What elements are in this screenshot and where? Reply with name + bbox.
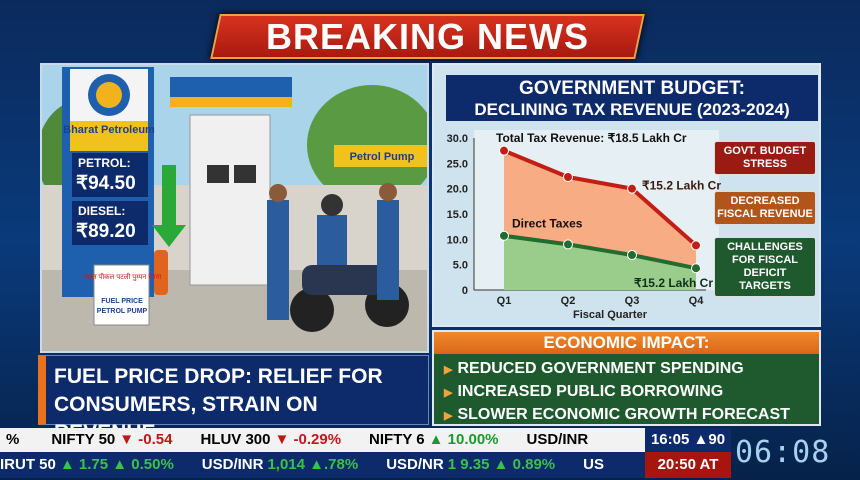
series-label-direct-taxes: Direct Taxes (512, 217, 583, 231)
ticker-value: 1 9.35 ▲ 0.89% (447, 456, 556, 473)
ticker-item: HLUV 300 ▼ -0.29% (200, 428, 341, 452)
ticker-item: US (583, 452, 608, 478)
down-arrow-icon (152, 165, 186, 247)
ticker-name: % (6, 431, 20, 448)
series-line (503, 148, 698, 247)
ticker-name: USD/INR (201, 456, 264, 473)
impact-item-text: INCREASED PUBLIC BORROWING (457, 383, 724, 400)
ticker-name: USD/NR (386, 456, 444, 473)
ticker-value: ▲ 10.00% (428, 431, 499, 448)
breaking-news-banner: BREAKING NEWS (210, 14, 645, 59)
board-text-1: FUEL PRICE (101, 298, 143, 305)
impact-item: ▶ REDUCED GOVERNMENT SPENDING (434, 358, 819, 381)
budget-chart-panel: GOVERNMENT BUDGET: DECLINING TAX REVENUE… (432, 63, 821, 327)
impact-item-text: REDUCED GOVERNMENT SPENDING (457, 360, 744, 377)
ticker-item: % (6, 428, 23, 452)
brand-name: Bharat Petroleum (63, 124, 155, 136)
ticker-item: NIFTY 50 ▼ -0.54 (51, 428, 172, 452)
economic-impact-panel: ECONOMIC IMPACT: ▶ REDUCED GOVERNMENT SPE… (432, 330, 821, 426)
ticker-name: NIFTY 6 (369, 431, 425, 448)
y-tick-label: 15.0 (447, 209, 468, 221)
y-tick-label: 0 (462, 285, 468, 297)
x-tick-label: Q4 (689, 295, 705, 307)
x-axis-label: Fiscal Quarter (573, 309, 648, 321)
chart-title-line-2: DECLINING TAX REVENUE (2023-2024) (474, 100, 790, 119)
y-tick-label: 30.0 (447, 133, 468, 145)
y-tick-label: 10.0 (447, 234, 468, 246)
ticker-value: ▲ 1.75 ▲ 0.50% (59, 456, 174, 473)
q3-annotation: ₹15.2 Lakh Cr (642, 179, 721, 193)
ticker-item: NIFTY 6 ▲ 10.00% (369, 428, 498, 452)
hindi-board-text: भारत पीकल पटली पुम्पन काना (83, 272, 161, 281)
tag-decreased-revenue: DECREASED FISCAL REVENUE (714, 191, 816, 225)
ticker-item: USD/NR 1 9.35 ▲ 0.89% (386, 452, 555, 478)
data-point (691, 240, 701, 251)
x-tick-label: Q3 (625, 295, 640, 307)
ticker-item: IRUT 50 ▲ 1.75 ▲ 0.50% (0, 452, 174, 478)
data-point (627, 250, 637, 261)
y-tick-label: 25.0 (447, 158, 468, 170)
impact-item-text: SLOWER ECONOMIC GROWTH FORECAST (457, 406, 790, 423)
bullet-icon: ▶ (444, 387, 453, 399)
ticker-row-1: % NIFTY 50 ▼ -0.54 HLUV 300 ▼ -0.29% NIFTY 6 ▲… (0, 428, 645, 452)
ticker-value: ▼ -0.29% (274, 431, 342, 448)
ticker-item: USD/INR 1,014 ▲.78% (202, 452, 358, 478)
total-revenue-annotation: Total Tax Revenue: ₹18.5 Lakh Cr (496, 131, 687, 145)
ticker-item: USD/INR (527, 428, 593, 452)
petrol-label: PETROL: (78, 156, 131, 170)
chart-title: GOVERNMENT BUDGET: DECLINING TAX REVENUE… (446, 75, 818, 121)
series-area (504, 235, 696, 290)
petrol-price: ₹94.50 (76, 173, 136, 194)
diesel-price: ₹89.20 (76, 221, 136, 242)
tag-fiscal-deficit: CHALLENGES FOR FISCAL DEFICIT TARGETS (714, 237, 816, 297)
data-point (499, 230, 509, 241)
caption-line-1: FUEL PRICE DROP: RELIEF FOR (54, 365, 383, 388)
digital-clock: 06:08 (735, 435, 831, 470)
ticker-name: IRUT 50 (0, 456, 56, 473)
series-line (503, 233, 697, 271)
q4-annotation: ₹15.2 Lakh Cr (634, 276, 713, 290)
headline-caption: FUEL PRICE DROP: RELIEF FOR CONSUMERS, S… (38, 355, 429, 444)
ticker-name: US (583, 456, 604, 473)
diesel-label: DIESEL: (78, 204, 125, 218)
impact-item: ▶ SLOWER ECONOMIC GROWTH FORECAST (434, 404, 819, 427)
ticker-name: USD/INR (526, 431, 589, 448)
y-tick-label: 5.0 (453, 260, 468, 272)
data-point (627, 183, 637, 194)
chart-title-line-1: GOVERNMENT BUDGET: (519, 78, 745, 99)
clock-bottom: 20:50 AT (645, 452, 731, 478)
data-point (499, 145, 509, 156)
data-point (563, 172, 573, 183)
ticker-value: ▼ -0.54 (119, 431, 173, 448)
tax-revenue-chart: 0 5.0 10.0 15.0 20.0 25.0 30.0 Q1 Q2 Q3 Q4 Fiscal Q… (447, 130, 721, 321)
tag-budget-stress: GOVT. BUDGET STRESS (714, 141, 816, 175)
impact-title: ECONOMIC IMPACT: (434, 332, 819, 354)
ticker-name: NIFTY 50 (51, 431, 116, 448)
data-point (563, 239, 573, 250)
x-tick-label: Q2 (561, 295, 576, 307)
pump-sign: Petrol Pump (350, 151, 415, 163)
ticker-value: 1,014 ▲.78% (267, 456, 359, 473)
impact-item: ▶ INCREASED PUBLIC BORROWING (434, 381, 819, 404)
x-tick-label: Q1 (497, 295, 512, 307)
bullet-icon: ▶ (444, 364, 453, 376)
ticker-row-2: IRUT 50 ▲ 1.75 ▲ 0.50% USD/INR 1,014 ▲.78% U… (0, 452, 645, 478)
y-tick-label: 20.0 (447, 184, 468, 196)
fuel-station-image: Bharat Petroleum PETROL: ₹94.50 DIESEL: … (40, 63, 429, 353)
data-point (691, 263, 701, 274)
clock-top: 16:05 ▲90 (645, 428, 731, 452)
bullet-icon: ▶ (444, 410, 453, 422)
banner-text: BREAKING NEWS (265, 16, 589, 57)
board-text-2: PETROL PUMP (97, 308, 148, 315)
ticker-name: HLUV 300 (200, 431, 271, 448)
